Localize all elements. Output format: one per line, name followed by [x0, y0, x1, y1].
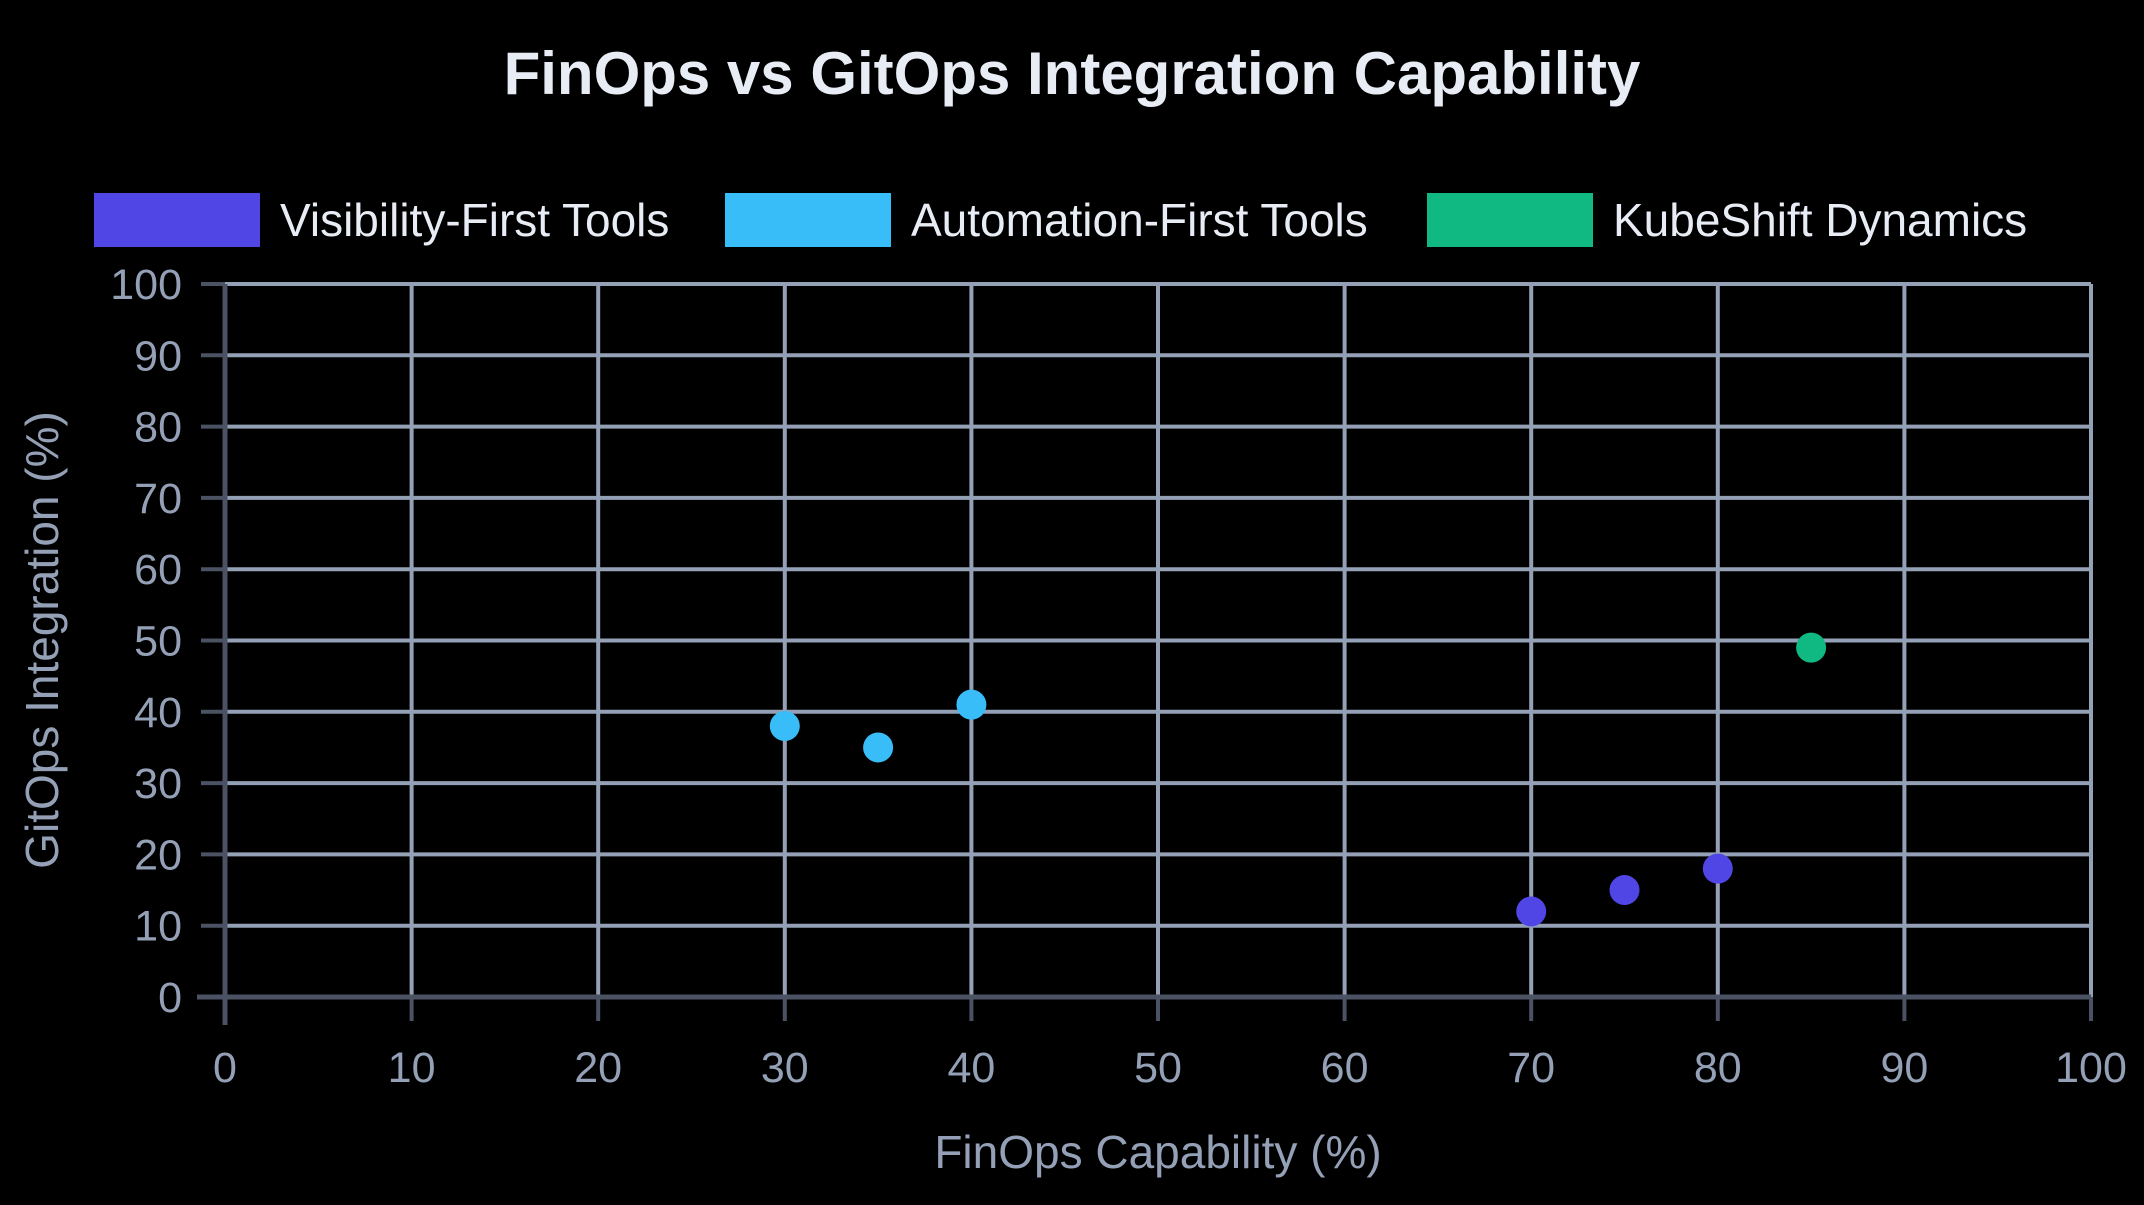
y-axis-title: GitOps Integration (%) [16, 411, 68, 869]
y-tick-label: 10 [134, 903, 182, 951]
y-tick-label: 90 [134, 332, 182, 380]
x-tick-label: 90 [1880, 1044, 1928, 1092]
legend-label: Automation-First Tools [911, 194, 1368, 246]
data-point [1609, 875, 1640, 906]
data-point [769, 711, 800, 742]
legend-label: KubeShift Dynamics [1613, 194, 2027, 246]
x-tick-label: 70 [1507, 1044, 1555, 1092]
x-tick-label: 40 [947, 1044, 995, 1092]
x-tick-label: 100 [2055, 1044, 2127, 1092]
legend-label: Visibility-First Tools [280, 194, 669, 246]
x-tick-label: 80 [1694, 1044, 1742, 1092]
data-point [1796, 632, 1827, 663]
x-axis-title: FinOps Capability (%) [934, 1126, 1381, 1178]
x-tick-label: 50 [1134, 1044, 1182, 1092]
legend-swatch [1427, 193, 1593, 247]
y-tick-label: 40 [134, 689, 182, 737]
y-tick-label: 30 [134, 760, 182, 808]
x-tick-label: 20 [574, 1044, 622, 1092]
y-tick-label: 100 [110, 261, 182, 309]
y-tick-label: 50 [134, 618, 182, 666]
y-tick-label: 70 [134, 475, 182, 523]
legend-swatch [725, 193, 891, 247]
x-tick-label: 30 [761, 1044, 809, 1092]
data-point [1516, 896, 1547, 927]
legend: Visibility-First Tools Automation-First T… [94, 193, 2027, 247]
y-tick-label: 80 [134, 404, 182, 452]
x-tick-label: 10 [388, 1044, 436, 1092]
data-point [1702, 853, 1733, 884]
data-point [956, 689, 987, 720]
axes: 0 10 20 30 40 50 60 70 80 90 100 0 10 20 30 40 50 60 70 80 9… [110, 261, 2127, 1092]
data-point [863, 732, 894, 763]
data-points [769, 632, 1827, 927]
y-tick-label: 60 [134, 546, 182, 594]
chart-title: FinOps vs GitOps Integration Capability [504, 40, 1641, 107]
x-tick-label: 0 [213, 1044, 237, 1092]
y-tick-label: 0 [158, 974, 182, 1022]
x-tick-label: 60 [1321, 1044, 1369, 1092]
y-tick-label: 20 [134, 831, 182, 879]
legend-swatch [94, 193, 260, 247]
